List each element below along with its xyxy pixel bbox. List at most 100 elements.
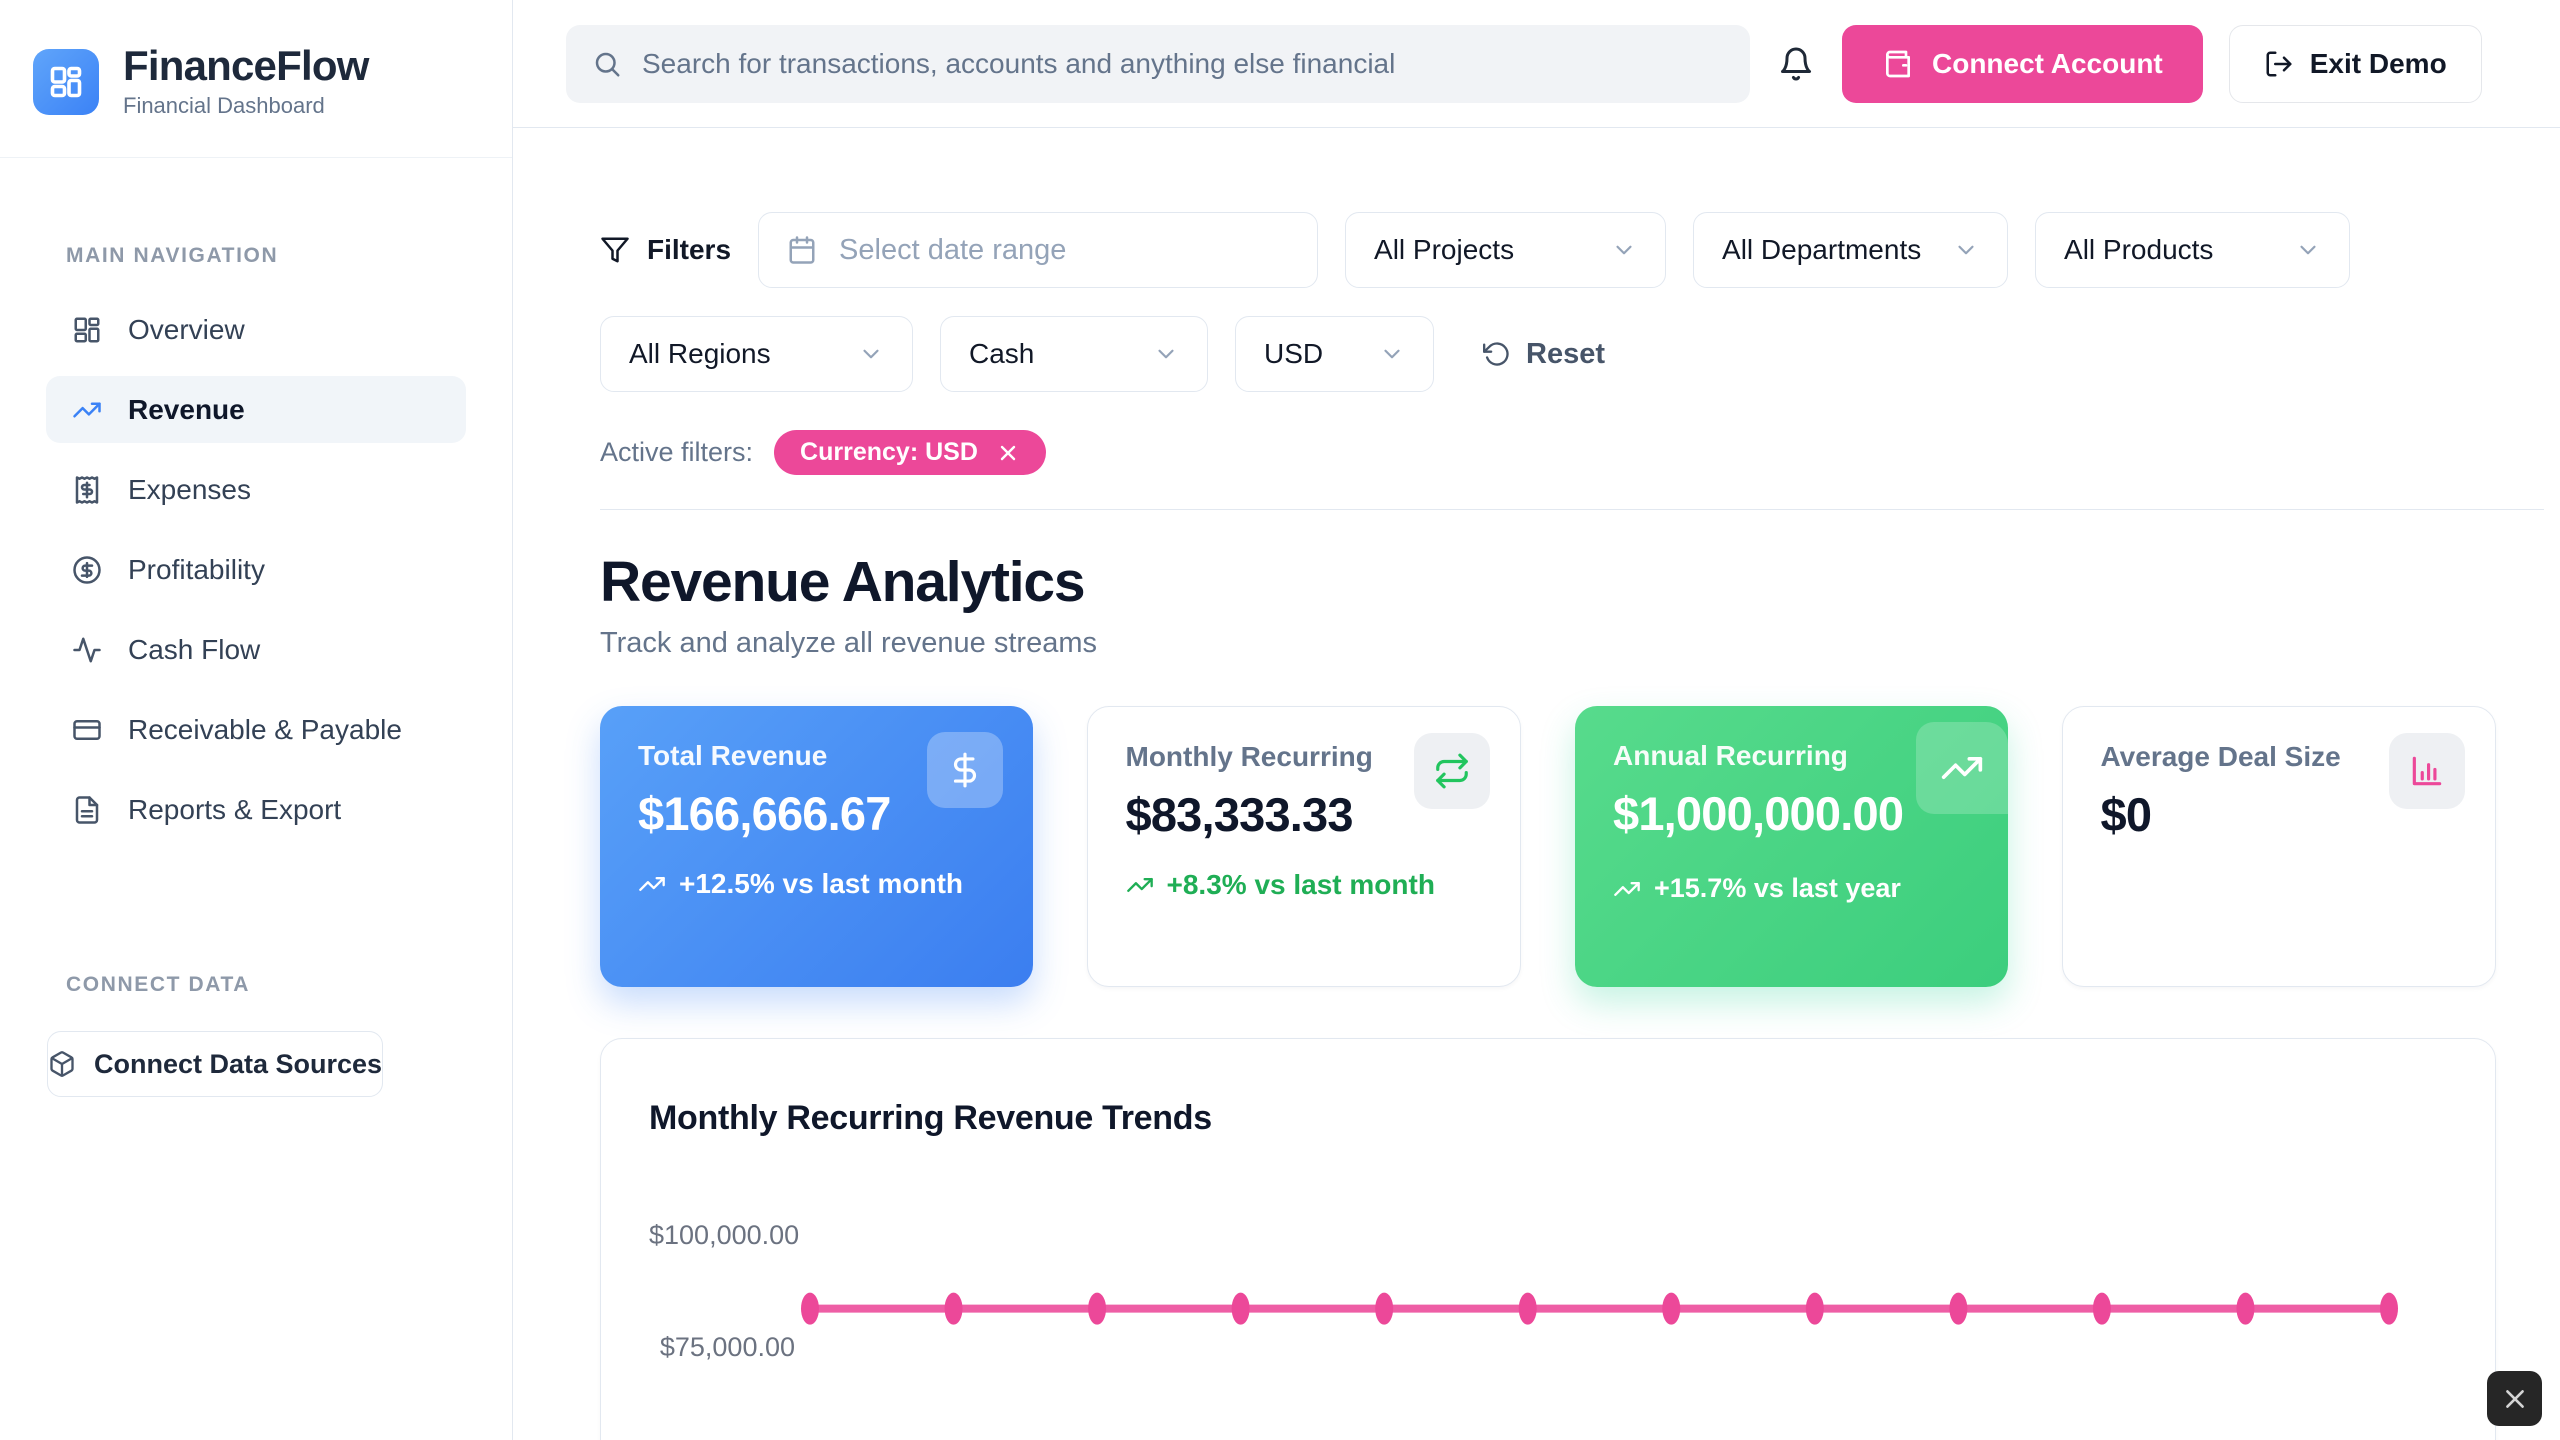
sidebar-item-receivable-payable[interactable]: Receivable & Payable (46, 696, 466, 763)
metric-label: Average Deal Size (2100, 741, 2341, 772)
chevron-down-icon (1153, 341, 1179, 367)
brand: FinanceFlow Financial Dashboard (0, 0, 512, 159)
active-filters-row: Active filters: Currency: USD (600, 430, 2496, 475)
connect-account-label: Connect Account (1932, 47, 2163, 79)
trending-up-icon (1915, 722, 2008, 814)
filters-title: Filters (600, 234, 731, 266)
global-search[interactable] (566, 24, 1750, 103)
sidebar-item-overview[interactable]: Overview (46, 296, 466, 363)
notifications-button[interactable] (1778, 46, 1814, 82)
metric-value: $83,333.33 (1125, 788, 1354, 841)
chevron-down-icon (1953, 237, 1979, 263)
main-navigation: Overview Revenue Expenses Profitability … (0, 296, 512, 843)
metric-cards: Total Revenue $166,666.67 +12.5% vs last… (600, 706, 2496, 987)
close-icon (2502, 1386, 2528, 1412)
close-icon[interactable] (996, 441, 1020, 465)
chevron-down-icon (2295, 237, 2321, 263)
sidebar: FinanceFlow Financial Dashboard MAIN NAV… (0, 0, 513, 1440)
credit-card-icon (72, 715, 102, 745)
sidebar-item-expenses[interactable]: Expenses (46, 456, 466, 523)
payment-method-select[interactable]: Cash (940, 316, 1208, 392)
section-divider (600, 509, 2544, 510)
chevron-down-icon (858, 341, 884, 367)
metric-card-total-revenue: Total Revenue $166,666.67 +12.5% vs last… (600, 706, 1033, 987)
date-range-placeholder: Select date range (839, 233, 1067, 266)
sidebar-item-label: Expenses (128, 473, 251, 505)
dollar-sign-icon (926, 732, 1003, 808)
search-icon (592, 49, 622, 79)
reset-icon (1483, 340, 1511, 368)
trend-up-icon (1126, 871, 1154, 899)
chevron-down-icon (1611, 237, 1637, 263)
metric-label: Monthly Recurring (1125, 741, 1373, 772)
sidebar-item-revenue[interactable]: Revenue (46, 376, 466, 444)
trend-up-icon (1613, 875, 1641, 903)
mrr-trends-chart-card: Monthly Recurring Revenue Trends $100,00… (600, 1038, 2496, 1440)
page-title: Revenue Analytics (600, 550, 1086, 614)
active-filters-label: Active filters: (600, 437, 754, 467)
sidebar-item-label: Reports & Export (128, 793, 342, 825)
sidebar-item-profitability[interactable]: Profitability (46, 536, 466, 603)
main-area: Connect Account Exit Demo Filters Select… (513, 0, 2560, 1440)
page-subtitle: Track and analyze all revenue streams (600, 627, 1097, 659)
page-content: Filters Select date range All Projects A… (513, 128, 2560, 1440)
sidebar-item-label: Profitability (128, 553, 265, 585)
close-overlay-button[interactable] (2487, 1371, 2542, 1426)
dashboard-icon (72, 315, 102, 345)
sidebar-item-label: Cash Flow (128, 633, 261, 665)
metric-card-monthly-recurring: Monthly Recurring $83,333.33 +8.3% vs la… (1086, 706, 1521, 987)
package-icon (48, 1050, 76, 1078)
metric-label: Total Revenue (638, 740, 828, 771)
metric-value: $166,666.67 (638, 787, 891, 840)
trending-up-icon (72, 395, 102, 425)
logout-icon (2264, 49, 2294, 79)
connect-data-sources-label: Connect Data Sources (94, 1048, 383, 1079)
wallet-icon (1882, 48, 1914, 80)
products-select[interactable]: All Products (2035, 212, 2351, 288)
active-filter-chip-currency[interactable]: Currency: USD (774, 430, 1046, 475)
metric-card-average-deal-size: Average Deal Size $0 (2061, 706, 2496, 987)
currency-select[interactable]: USD (1235, 316, 1434, 392)
exit-demo-button[interactable]: Exit Demo (2228, 24, 2482, 103)
mrr-line-chart[interactable] (601, 1039, 2495, 1440)
sidebar-item-label: Receivable & Payable (128, 713, 402, 745)
app-tagline: Financial Dashboard (123, 93, 325, 119)
bar-chart-icon (2389, 733, 2465, 809)
app-title: FinanceFlow (123, 42, 369, 89)
regions-select[interactable]: All Regions (600, 316, 913, 392)
circle-dollar-icon (72, 555, 102, 585)
metric-label: Annual Recurring (1613, 740, 1848, 771)
y-axis-tick: $100,000.00 (649, 1220, 800, 1250)
date-range-input[interactable]: Select date range (758, 212, 1319, 288)
sidebar-item-label: Revenue (128, 393, 245, 425)
topbar: Connect Account Exit Demo (513, 0, 2560, 128)
chevron-down-icon (1379, 341, 1405, 367)
metric-card-annual-recurring: Annual Recurring $1,000,000.00 +15.7% vs… (1575, 706, 2008, 987)
sidebar-item-cash-flow[interactable]: Cash Flow (46, 616, 466, 683)
calendar-icon (787, 235, 817, 265)
search-input[interactable] (642, 47, 1724, 80)
projects-select[interactable]: All Projects (1345, 212, 1667, 288)
filter-icon (600, 235, 630, 265)
receipt-icon (72, 475, 102, 505)
trend-up-icon (638, 870, 666, 898)
metric-value: $1,000,000.00 (1613, 787, 1904, 840)
sidebar-item-label: Overview (128, 313, 245, 345)
metric-value: $0 (2100, 788, 2152, 841)
connect-data-sources-button[interactable]: Connect Data Sources (47, 1031, 384, 1098)
metric-delta: +8.3% vs last month (1126, 867, 1471, 903)
y-axis-tick: $75,000.00 (659, 1332, 795, 1362)
connect-account-button[interactable]: Connect Account (1842, 24, 2203, 103)
departments-select[interactable]: All Departments (1693, 212, 2009, 288)
exit-demo-label: Exit Demo (2309, 47, 2447, 79)
app-logo-icon (33, 48, 99, 115)
metric-delta: +12.5% vs last month (638, 866, 983, 902)
file-text-icon (72, 795, 102, 825)
filters-row-1: Filters Select date range All Projects A… (600, 212, 2496, 288)
bell-icon (1778, 46, 1814, 82)
sidebar-item-reports-export[interactable]: Reports & Export (46, 776, 466, 843)
reset-filters-button[interactable]: Reset (1483, 338, 1605, 371)
connect-section-label: CONNECT DATA (66, 973, 251, 997)
repeat-icon (1414, 733, 1490, 809)
filters-row-2: All Regions Cash USD Reset (600, 316, 2496, 392)
